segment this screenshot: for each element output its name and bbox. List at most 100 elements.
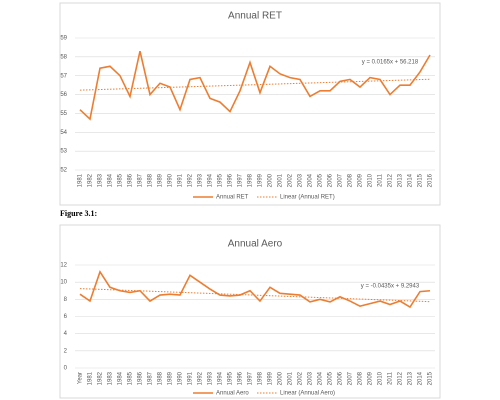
x-tick-label: 2000 (278, 371, 284, 385)
x-tick-label: 2004 (318, 371, 324, 385)
x-tick-label: 1982 (98, 371, 104, 385)
x-tick-label: 1986 (128, 173, 134, 187)
y-tick-label: 57 (60, 73, 67, 79)
x-tick-label: 2010 (368, 173, 374, 187)
x-tick-label: 2005 (318, 173, 324, 187)
y-tick-label: 56 (60, 92, 67, 98)
x-tick-label: 1996 (228, 173, 234, 187)
x-tick-label: 2008 (348, 173, 354, 187)
x-tick-label: 1984 (118, 371, 124, 385)
x-tick-label: 2008 (358, 371, 364, 385)
x-tick-label: 1987 (148, 371, 154, 385)
x-tick-label: 2013 (398, 173, 404, 187)
y-tick-label: 58 (60, 54, 67, 60)
x-tick-label: 1996 (238, 371, 244, 385)
x-tick-label: 2015 (418, 173, 424, 187)
x-tick-label: 2006 (328, 173, 334, 187)
y-tick-label: 59 (60, 36, 67, 42)
trendline-equation: y = 0.0165x + 56.218 (362, 60, 419, 66)
x-tick-label: 1995 (228, 371, 234, 385)
legend-label: Annual RET (216, 195, 249, 201)
x-tick-label: 2015 (428, 371, 434, 385)
x-tick-label: 1997 (238, 173, 244, 187)
x-tick-label: 2001 (278, 173, 284, 187)
x-tick-label: 2005 (328, 371, 334, 385)
x-tick-label: 2012 (398, 371, 404, 385)
x-tick-label: 1995 (218, 173, 224, 187)
x-tick-label: 1990 (178, 371, 184, 385)
x-tick-label: 1999 (268, 371, 274, 385)
x-tick-label: 1991 (178, 173, 184, 187)
x-tick-label: 1990 (168, 173, 174, 187)
x-tick-label: 1993 (198, 173, 204, 187)
y-tick-label: 12 (60, 263, 67, 269)
x-tick-label: 2009 (358, 173, 364, 187)
x-tick-label: 1994 (208, 173, 214, 187)
x-tick-label: Year (78, 372, 84, 384)
x-tick-label: 2012 (388, 173, 394, 187)
y-tick-label: 54 (60, 130, 67, 136)
x-tick-label: 1994 (218, 371, 224, 385)
y-tick-label: 2 (64, 348, 68, 354)
x-tick-label: 1985 (128, 371, 134, 385)
caption: Figure 3.1: (60, 209, 97, 218)
chart-frame (59, 2, 441, 206)
chart-title: Annual Aero (228, 239, 283, 250)
y-tick-label: 53 (60, 149, 67, 155)
x-tick-label: 2002 (288, 173, 294, 187)
trendline-equation: y = -0.0435x + 9.2943 (361, 284, 420, 290)
x-tick-label: 1992 (188, 173, 194, 187)
trendline (79, 288, 431, 303)
y-tick-label: 6 (64, 314, 68, 320)
x-tick-label: 2011 (378, 173, 384, 187)
x-tick-label: 2013 (408, 371, 414, 385)
x-tick-label: 1981 (78, 173, 84, 187)
x-tick-label: 2010 (378, 371, 384, 385)
x-tick-label: 2003 (308, 371, 314, 385)
x-tick-label: 2003 (298, 173, 304, 187)
x-tick-label: 2004 (308, 173, 314, 187)
x-tick-label: 1985 (118, 173, 124, 187)
chart-frame (59, 224, 441, 399)
x-tick-label: 1983 (108, 371, 114, 385)
x-tick-label: 2011 (388, 371, 394, 385)
x-tick-label: 1988 (158, 371, 164, 385)
x-tick-label: 2007 (348, 371, 354, 385)
x-tick-label: 1986 (138, 371, 144, 385)
x-tick-label: 2014 (408, 173, 414, 187)
x-tick-label: 1989 (168, 371, 174, 385)
x-tick-label: 1981 (88, 371, 94, 385)
x-tick-label: 1984 (108, 173, 114, 187)
x-tick-label: 2000 (268, 173, 274, 187)
y-tick-label: 4 (64, 331, 68, 337)
x-tick-label: 2009 (368, 371, 374, 385)
x-tick-label: 1992 (198, 371, 204, 385)
x-tick-label: 2006 (338, 371, 344, 385)
x-tick-label: 2001 (288, 371, 294, 385)
legend-label: Linear (Annual RET) (280, 195, 335, 201)
x-tick-label: 1993 (208, 371, 214, 385)
x-tick-label: 1988 (148, 173, 154, 187)
x-tick-label: 1997 (248, 371, 254, 385)
y-tick-label: 0 (64, 366, 68, 372)
y-tick-label: 10 (60, 280, 67, 286)
x-tick-label: 2014 (418, 371, 424, 385)
x-tick-label: 1987 (138, 173, 144, 187)
y-tick-label: 55 (60, 111, 67, 117)
legend-label: Annual Aero (216, 391, 249, 397)
x-tick-label: 1989 (158, 173, 164, 187)
x-tick-label: 2007 (338, 173, 344, 187)
trendline (79, 78, 431, 91)
x-tick-label: 1991 (188, 371, 194, 385)
x-tick-label: 1983 (98, 173, 104, 187)
x-tick-label: 1982 (88, 173, 94, 187)
x-tick-label: 2016 (428, 173, 434, 187)
chart-title: Annual RET (228, 11, 282, 22)
legend-label: Linear (Annual Aero) (280, 391, 335, 397)
x-tick-label: 1998 (248, 173, 254, 187)
y-tick-label: 52 (60, 168, 67, 174)
x-tick-label: 1999 (258, 173, 264, 187)
x-tick-label: 1998 (258, 371, 264, 385)
data-line (79, 51, 431, 121)
